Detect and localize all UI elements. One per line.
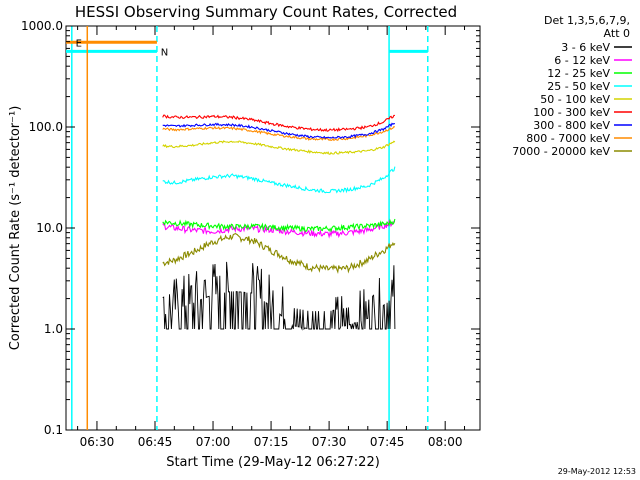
x-tick-labels: 06:30 06:45 07:00 07:15 07:30 07:45 08:00 — [80, 435, 463, 449]
x-tick-label: 06:30 — [80, 435, 115, 449]
series-trace — [162, 232, 396, 275]
legend-header-detectors: Det 1,3,5,6,7,9, — [544, 14, 630, 27]
series-trace — [162, 218, 396, 233]
x-tick-label: 06:45 — [138, 435, 173, 449]
series-layer — [162, 114, 396, 331]
legend-label: 3 - 6 keV — [561, 41, 610, 54]
y-axis-label: Corrected Count Rate (s⁻¹ detector⁻¹) — [8, 106, 23, 351]
series-trace — [162, 122, 395, 140]
y-tick-label: 10.0 — [36, 221, 63, 235]
legend-label: 300 - 800 keV — [533, 119, 610, 132]
x-tick-label: 07:00 — [196, 435, 231, 449]
series-trace — [162, 220, 395, 239]
x-tick-label: 07:45 — [370, 435, 405, 449]
eclipse-marker-label: E — [76, 38, 82, 49]
y-tick-labels: 0.1 1.0 10.0 100.0 1000.0 — [21, 19, 63, 437]
series-trace — [162, 125, 396, 142]
legend-label: 800 - 7000 keV — [526, 132, 610, 145]
period-markers: NE — [66, 26, 429, 430]
series-trace — [162, 166, 396, 194]
chart-title: HESSI Observing Summary Count Rates, Cor… — [75, 3, 457, 21]
y-tick-label: 0.1 — [44, 423, 63, 437]
legend-label: 6 - 12 keV — [554, 54, 610, 67]
series-trace — [162, 140, 396, 155]
legend-label: 7000 - 20000 keV — [512, 145, 610, 158]
legend-label: 50 - 100 keV — [540, 93, 610, 106]
legend-label: 25 - 50 keV — [547, 80, 610, 93]
x-tick-label: 08:00 — [428, 435, 463, 449]
series-trace — [162, 261, 396, 331]
x-tick-label: 07:30 — [312, 435, 347, 449]
x-tick-label: 07:15 — [254, 435, 289, 449]
legend-label: 12 - 25 keV — [547, 67, 610, 80]
y-tick-label: 1000.0 — [21, 19, 63, 33]
axis-ticks — [66, 25, 480, 431]
series-trace — [162, 114, 395, 133]
y-tick-label: 1.0 — [44, 322, 63, 336]
footer-timestamp: 29-May-2012 12:53 — [558, 467, 636, 476]
legend-label: 100 - 300 keV — [533, 106, 610, 119]
night-marker-label: N — [161, 47, 168, 58]
y-tick-label: 100.0 — [29, 120, 63, 134]
x-axis-label: Start Time (29-May-12 06:27:22) — [166, 455, 380, 470]
legend-header-attenuator: Att 0 — [604, 27, 630, 40]
